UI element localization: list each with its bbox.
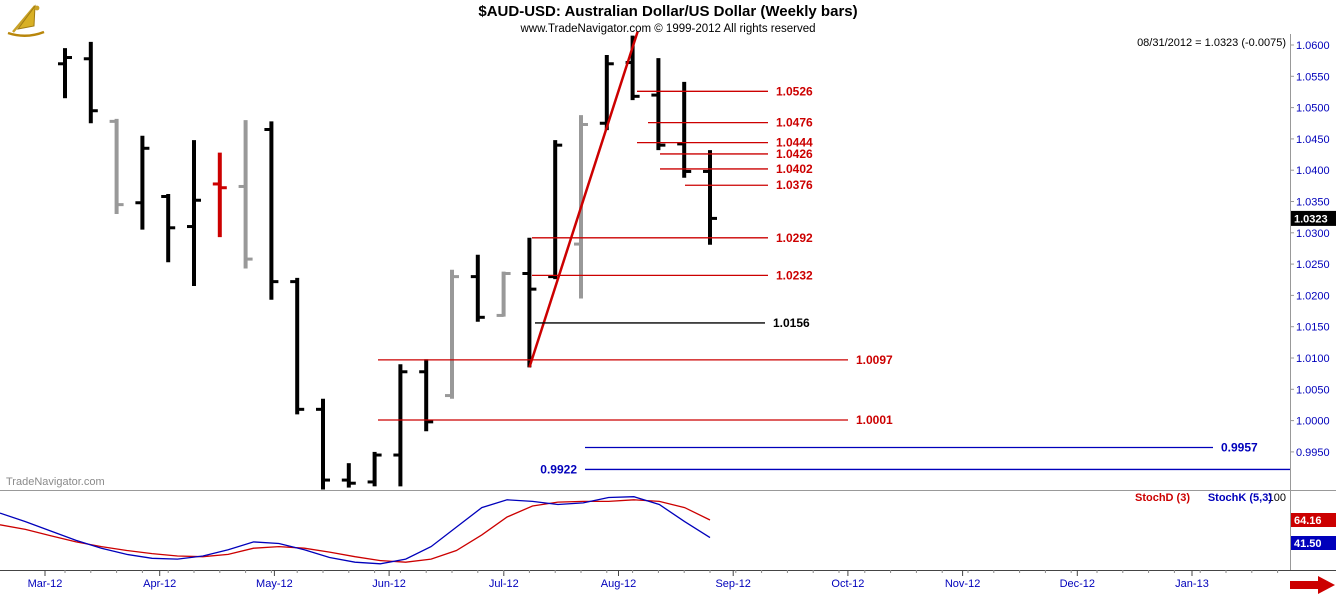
month-label: Jun-12 <box>372 578 406 590</box>
level-label: 0.9922 <box>540 462 577 476</box>
chart-title: $AUD-USD: Australian Dollar/US Dollar (W… <box>478 3 858 20</box>
month-label: May-12 <box>256 578 293 590</box>
price-tick-label: 1.0500 <box>1296 103 1330 115</box>
level-label: 0.9957 <box>1221 441 1258 455</box>
price-tick-label: 1.0600 <box>1296 40 1330 52</box>
scroll-right-button[interactable] <box>1290 576 1335 594</box>
stochd-value-badge <box>1291 513 1336 527</box>
price-tick-label: 1.0050 <box>1296 384 1330 396</box>
last-price-badge <box>1291 210 1336 226</box>
trend-line <box>528 30 639 368</box>
month-label: Jul-12 <box>489 578 519 590</box>
stochk-legend[interactable]: StochK (5,3) <box>1208 492 1273 504</box>
logo-graphic <box>7 4 45 37</box>
price-tick-label: 1.0550 <box>1296 71 1330 83</box>
level-label: 1.0426 <box>776 147 813 161</box>
level-label: 1.0402 <box>776 162 813 176</box>
price-tick-label: 1.0400 <box>1296 165 1330 177</box>
stochd-legend[interactable]: StochD (3) <box>1135 492 1190 504</box>
stoch-scale-top-label: 100 <box>1268 492 1286 504</box>
level-label: 1.0526 <box>776 84 813 98</box>
month-label: Nov-12 <box>945 578 980 590</box>
stochk-line <box>0 496 711 565</box>
level-label: 1.0444 <box>776 136 813 150</box>
level-label: 1.0097 <box>856 353 893 367</box>
month-label: Mar-12 <box>28 578 63 590</box>
level-label: 1.0156 <box>773 316 810 330</box>
level-label: 1.0376 <box>776 178 813 192</box>
stochd-value-label: 64.16 <box>1294 515 1322 527</box>
stochd-line <box>0 499 711 563</box>
price-tick-label: 0.9950 <box>1296 447 1330 459</box>
tradenavigator-logo-icon[interactable] <box>4 1 48 44</box>
price-tick-label: 1.0200 <box>1296 290 1330 302</box>
price-tick-label: 1.0150 <box>1296 322 1330 334</box>
month-label: Sep-12 <box>715 578 750 590</box>
month-label: Jan-13 <box>1175 578 1209 590</box>
last-quote-readout: 08/31/2012 = 1.0323 (-0.0075) <box>1137 37 1286 49</box>
price-tick-label: 1.0100 <box>1296 353 1330 365</box>
level-label: 1.0232 <box>776 268 813 282</box>
stochk-value-badge <box>1291 536 1336 550</box>
month-label: Dec-12 <box>1060 578 1095 590</box>
chart-subtitle: www.TradeNavigator.com © 1999-2012 All r… <box>520 23 816 35</box>
month-label: Apr-12 <box>143 578 176 590</box>
stochk-value-label: 41.50 <box>1294 538 1322 550</box>
price-tick-label: 1.0350 <box>1296 197 1330 209</box>
last-price-badge-label: 1.0323 <box>1294 213 1328 225</box>
price-tick-label: 1.0300 <box>1296 228 1330 240</box>
month-label: Oct-12 <box>831 578 864 590</box>
level-label: 1.0292 <box>776 231 813 245</box>
price-tick-label: 1.0250 <box>1296 259 1330 271</box>
price-tick-label: 1.0000 <box>1296 416 1330 428</box>
level-label: 1.0476 <box>776 116 813 130</box>
month-label: Aug-12 <box>601 578 636 590</box>
watermark-text: TradeNavigator.com <box>6 476 105 488</box>
price-tick-label: 1.0450 <box>1296 134 1330 146</box>
level-label: 1.0001 <box>856 413 893 427</box>
